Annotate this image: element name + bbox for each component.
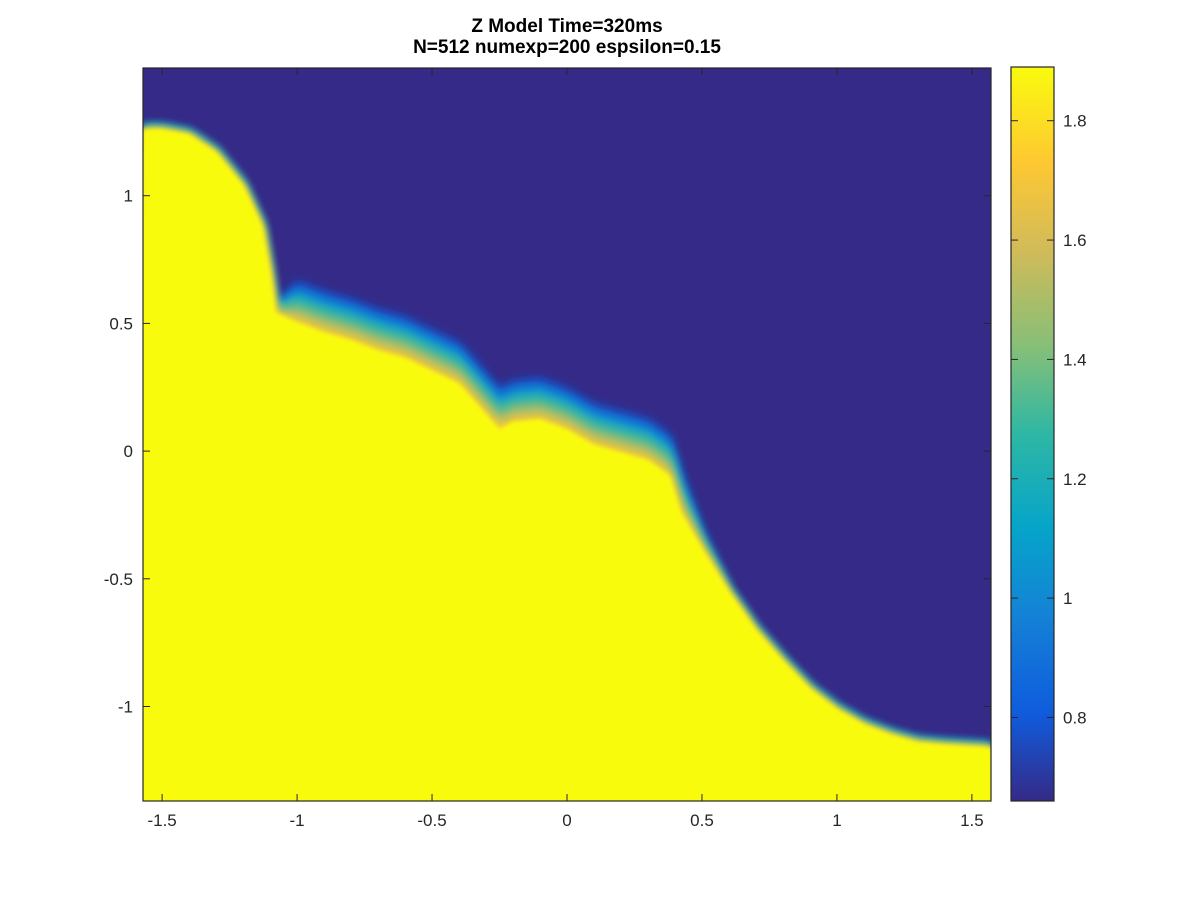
colorbar-tick-label: 0.8 bbox=[1063, 708, 1087, 727]
x-tick-label: 1.5 bbox=[960, 811, 984, 830]
x-tick-label: -1 bbox=[290, 811, 305, 830]
y-tick-label: -1 bbox=[118, 698, 133, 717]
colorbar-tick-label: 1.8 bbox=[1063, 112, 1087, 131]
x-tick-label: -0.5 bbox=[417, 811, 446, 830]
colorbar-tick-label: 1.4 bbox=[1063, 350, 1087, 369]
colorbar-tick-label: 1.2 bbox=[1063, 470, 1087, 489]
high-value-region bbox=[143, 129, 991, 801]
y-tick-label: 1 bbox=[124, 187, 133, 206]
y-tick-label: 0.5 bbox=[109, 314, 133, 333]
x-tick-label: 0.5 bbox=[690, 811, 714, 830]
colorbar-tick-label: 1.6 bbox=[1063, 231, 1087, 250]
x-tick-label: -1.5 bbox=[147, 811, 176, 830]
chart-title-line-1: Z Model Time=320ms bbox=[471, 16, 662, 37]
chart-title-line-2: N=512 numexp=200 espsilon=0.15 bbox=[413, 37, 721, 58]
colorbar-tick-label: 1 bbox=[1063, 589, 1072, 608]
x-tick-label: 1 bbox=[832, 811, 841, 830]
heatmap-plot-area bbox=[143, 68, 991, 801]
x-tick-label: 0 bbox=[562, 811, 571, 830]
x-axis: -1.5 -1 -0.5 0 0.5 1 1.5 bbox=[147, 68, 984, 830]
y-axis: -1 -0.5 0 0.5 1 bbox=[104, 187, 991, 717]
colorbar-gradient bbox=[1011, 67, 1054, 801]
colorbar-frame bbox=[1010, 66, 1055, 802]
y-tick-label: 0 bbox=[124, 442, 133, 461]
colorbar-axis: 0.8 1 1.2 1.4 1.6 1.8 bbox=[1011, 112, 1087, 727]
y-tick-label: -0.5 bbox=[104, 570, 133, 589]
interface-layers bbox=[143, 126, 991, 801]
